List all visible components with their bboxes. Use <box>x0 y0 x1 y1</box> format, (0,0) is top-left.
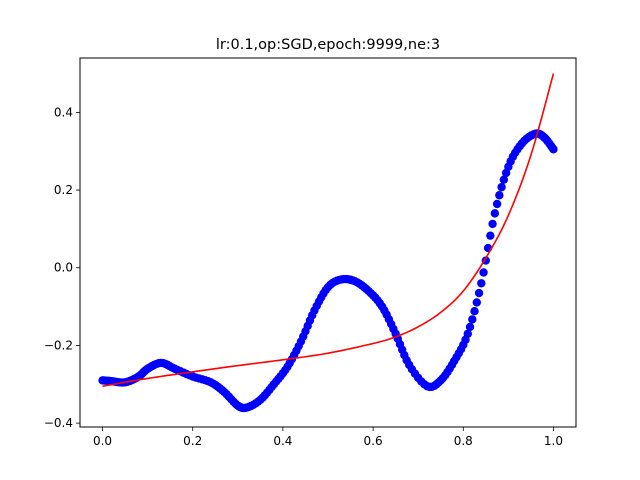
scatter-point <box>499 175 509 184</box>
plot-frame <box>79 57 577 428</box>
data-layer <box>98 73 558 413</box>
x-axis: 0.0 0.2 0.4 0.6 0.8 1.0 <box>93 427 563 448</box>
scatter-series <box>98 129 558 413</box>
scatter-point <box>470 307 479 316</box>
scatter-point <box>479 268 488 277</box>
scatter-point <box>490 209 500 218</box>
chart-title: lr:0.1,op:SGD,epoch:9999,ne:3 <box>216 37 440 53</box>
scatter-point <box>492 199 502 209</box>
x-tick-label: 0.2 <box>183 434 202 448</box>
scatter-point <box>465 322 475 332</box>
fit-line <box>102 73 555 388</box>
scatter-point <box>497 182 506 192</box>
y-axis: −0.4 −0.2 0.0 0.2 0.4 <box>44 105 80 430</box>
scatter-point <box>495 191 504 200</box>
scatter-point <box>486 231 495 240</box>
y-tick-label: −0.2 <box>44 338 73 352</box>
x-tick-label: 0.6 <box>364 434 383 448</box>
scatter-point <box>477 279 486 288</box>
y-tick-label: 0.0 <box>54 261 73 275</box>
x-tick-label: 1.0 <box>544 434 563 448</box>
y-tick-label: 0.4 <box>54 105 73 119</box>
scatter-point <box>549 145 558 154</box>
x-tick-label: 0.8 <box>454 434 473 448</box>
scatter-point <box>488 219 497 229</box>
scatter-point <box>472 298 481 307</box>
scatter-point <box>474 288 484 298</box>
scatter-point <box>468 315 477 324</box>
x-tick-label: 0.4 <box>273 434 292 448</box>
y-tick-label: 0.2 <box>54 183 73 197</box>
scatter-point <box>463 329 472 338</box>
x-tick-label: 0.0 <box>93 434 112 448</box>
y-tick-label: −0.4 <box>44 416 73 430</box>
